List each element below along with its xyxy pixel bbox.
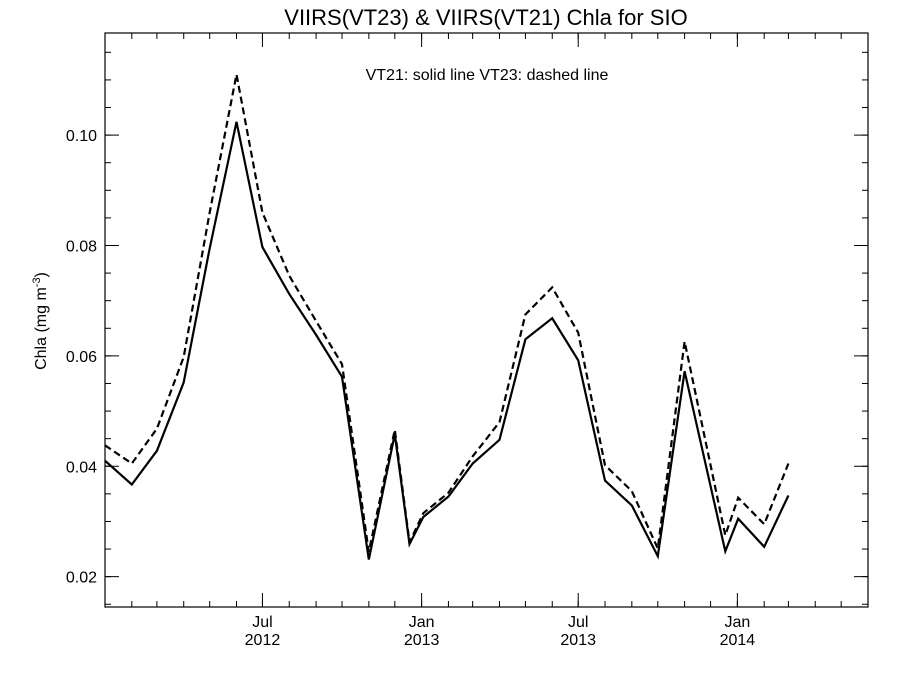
series-line-vt23	[104, 74, 790, 553]
y-tick-label: 0.10	[66, 128, 97, 145]
y-tick-label: 0.02	[66, 570, 97, 587]
y-tick-label: 0.04	[66, 459, 97, 476]
x-tick-label-year: 2012	[245, 632, 281, 649]
y-tick-label: 0.06	[66, 349, 97, 366]
x-tick-label-year: 2013	[560, 632, 596, 649]
y-axis-label: Chla (mg m-3)	[31, 272, 50, 370]
y-tick-label: 0.08	[66, 238, 97, 255]
x-tick-label-month: Jan	[724, 614, 750, 631]
x-tick-label-year: 2014	[720, 632, 756, 649]
series-line-vt21	[104, 121, 790, 560]
plot-area: 0.020.040.060.080.10Jul2012Jan2013Jul201…	[66, 32, 869, 649]
x-tick-label-month: Jan	[409, 614, 435, 631]
legend-annotation: VT21: solid line VT23: dashed line	[366, 67, 609, 84]
x-tick-label-year: 2013	[404, 632, 440, 649]
y-axis-label-text: Chla (mg m	[33, 287, 50, 370]
x-tick-label-month: Jul	[252, 614, 272, 631]
x-tick-label-month: Jul	[568, 614, 588, 631]
y-axis-label-close: )	[33, 272, 50, 277]
plot-frame	[104, 32, 869, 608]
y-axis-label-superscript: -3	[31, 277, 43, 287]
chart-title: VIIRS(VT23) & VIIRS(VT21) Chla for SIO	[284, 5, 687, 30]
